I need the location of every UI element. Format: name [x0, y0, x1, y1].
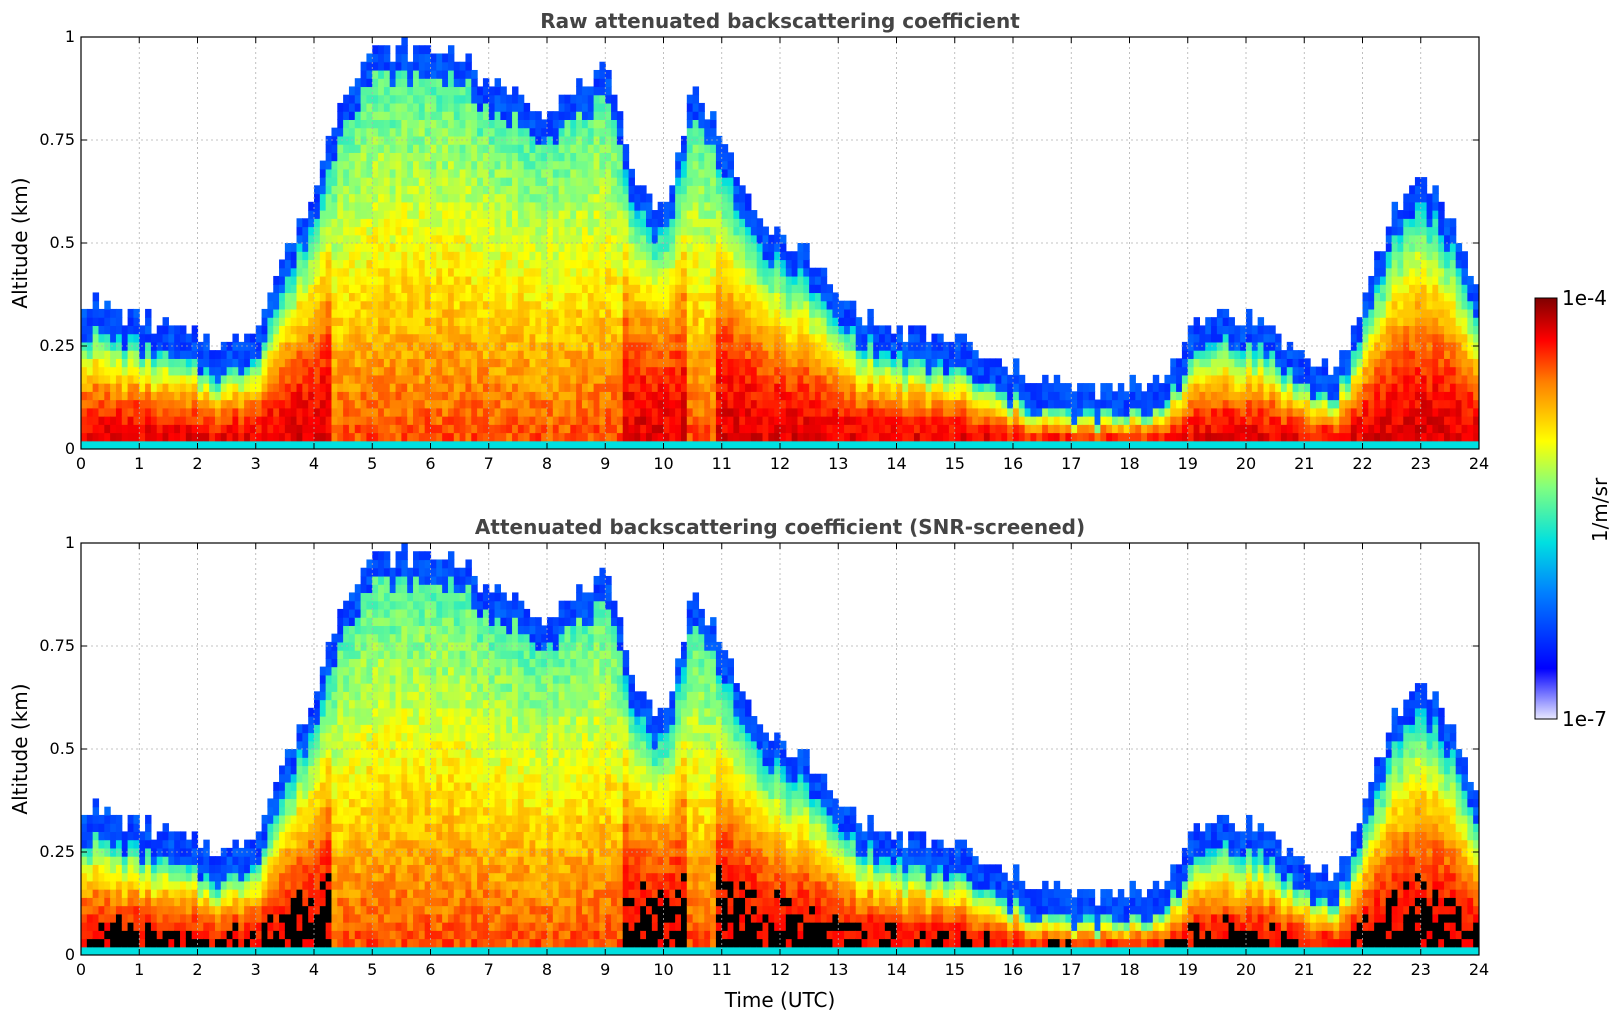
- colorbar-gradient: [1534, 297, 1558, 720]
- x-tick-label: 17: [1061, 960, 1081, 979]
- x-tick-label: 21: [1294, 960, 1314, 979]
- x-tick-label: 17: [1061, 454, 1081, 473]
- x-tick-label: 0: [76, 454, 86, 473]
- x-tick-label: 4: [309, 960, 319, 979]
- colorbar: 1e-4 1e-7 1/m/sr: [1534, 286, 1612, 731]
- y-tick-label: 0: [65, 439, 75, 458]
- y-axis-label-screened: Altitude (km): [8, 683, 32, 814]
- x-tick-label: 22: [1352, 454, 1372, 473]
- panel-screened: Attenuated backscattering coefficient (S…: [8, 515, 1489, 1012]
- y-tick-label: 0.75: [39, 130, 75, 149]
- y-tick-label: 0.25: [39, 842, 75, 861]
- x-tick-label: 14: [886, 960, 906, 979]
- x-tick-label: 8: [542, 454, 552, 473]
- grid-screened: [81, 543, 1479, 955]
- colorbar-label: 1/m/sr: [1588, 477, 1612, 542]
- x-tick-label: 9: [600, 454, 610, 473]
- x-tick-label: 7: [484, 454, 494, 473]
- x-tick-label: 6: [425, 454, 435, 473]
- x-tick-label: 10: [653, 960, 673, 979]
- x-tick-label: 13: [828, 454, 848, 473]
- x-tick-label: 24: [1469, 454, 1489, 473]
- heatmap-raw: [81, 37, 1479, 449]
- y-tick-label: 0.25: [39, 336, 75, 355]
- x-tick-label: 19: [1178, 454, 1198, 473]
- x-tick-label: 1: [134, 960, 144, 979]
- x-tick-label: 3: [251, 960, 261, 979]
- chart-title-raw: Raw attenuated backscattering coefficien…: [540, 9, 1020, 33]
- x-tick-label: 7: [484, 960, 494, 979]
- x-tick-label: 15: [945, 454, 965, 473]
- colorbar-min-label: 1e-7: [1562, 707, 1607, 731]
- x-tick-label: 13: [828, 960, 848, 979]
- x-tick-label: 10: [653, 454, 673, 473]
- x-tick-label: 3: [251, 454, 261, 473]
- x-tick-label: 6: [425, 960, 435, 979]
- x-tick-label: 11: [712, 454, 732, 473]
- heatmap-screened: [81, 543, 1479, 955]
- x-tick-label: 16: [1003, 960, 1023, 979]
- x-tick-label: 18: [1119, 454, 1139, 473]
- x-tick-label: 21: [1294, 454, 1314, 473]
- x-tick-label: 1: [134, 454, 144, 473]
- x-tick-label: 14: [886, 454, 906, 473]
- y-tick-label: 0.75: [39, 636, 75, 655]
- x-tick-label: 15: [945, 960, 965, 979]
- x-tick-label: 4: [309, 454, 319, 473]
- x-tick-label: 0: [76, 960, 86, 979]
- grid-raw: [81, 37, 1479, 449]
- x-tick-label: 9: [600, 960, 610, 979]
- y-tick-label: 0.5: [50, 739, 75, 758]
- x-tick-label: 23: [1411, 960, 1431, 979]
- x-tick-label: 24: [1469, 960, 1489, 979]
- x-tick-label: 16: [1003, 454, 1023, 473]
- x-tick-label: 11: [712, 960, 732, 979]
- x-tick-label: 22: [1352, 960, 1372, 979]
- x-tick-label: 12: [770, 454, 790, 473]
- x-tick-label: 2: [192, 454, 202, 473]
- chart-title-screened: Attenuated backscattering coefficient (S…: [475, 515, 1085, 539]
- x-tick-label: 8: [542, 960, 552, 979]
- y-axis-label-raw: Altitude (km): [8, 177, 32, 308]
- x-tick-label: 20: [1236, 454, 1256, 473]
- y-tick-label: 0.5: [50, 233, 75, 252]
- x-axis-label: Time (UTC): [724, 988, 836, 1012]
- y-tick-label: 1: [65, 27, 75, 46]
- x-tick-label: 18: [1119, 960, 1139, 979]
- x-tick-label: 5: [367, 454, 377, 473]
- axis-ticks-raw: 0 1 2 3 4 5 6 7 8 9 10 11 12 13 14 15 16 17 18 19 20 21 22 23 24…: [39, 27, 1489, 473]
- x-tick-label: 12: [770, 960, 790, 979]
- x-tick-label: 23: [1411, 454, 1431, 473]
- colorbar-max-label: 1e-4: [1562, 286, 1607, 310]
- x-tick-label: 5: [367, 960, 377, 979]
- y-tick-label: 1: [65, 533, 75, 552]
- x-tick-label: 2: [192, 960, 202, 979]
- x-tick-label: 20: [1236, 960, 1256, 979]
- y-tick-label: 0: [65, 945, 75, 964]
- panel-raw: Raw attenuated backscattering coefficien…: [8, 9, 1489, 473]
- x-tick-label: 19: [1178, 960, 1198, 979]
- axis-ticks-screened: 0 1 2 3 4 5 6 7 8 9 10 11 12 13 14 15 16 17 18 19 20 21 22 23 24…: [39, 533, 1489, 979]
